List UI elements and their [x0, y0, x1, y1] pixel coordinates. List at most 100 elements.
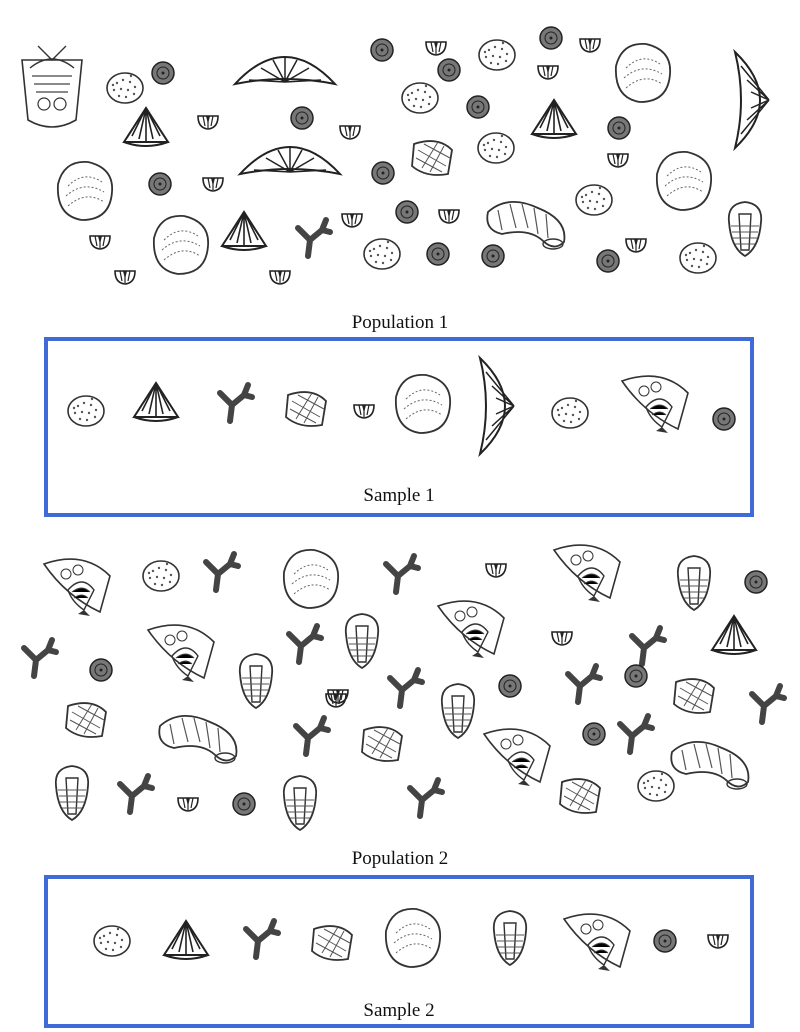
- fossil-coral-branch: [120, 776, 152, 812]
- fossil-coral-branch: [206, 554, 238, 590]
- fossil-coral-branch: [220, 385, 252, 421]
- fossil-crinoid-disc: [596, 249, 620, 273]
- fossil-small-bivalve: [114, 270, 136, 285]
- fossil-crinoid-disc: [539, 26, 563, 50]
- fossil-ammonite: [43, 558, 111, 617]
- fossil-coral-branch: [298, 220, 330, 256]
- fossil-ammonite: [563, 913, 631, 972]
- fossil-sponge: [106, 72, 144, 104]
- fossil-trilobite: [492, 910, 528, 966]
- fossil-spiriferid: [239, 145, 341, 175]
- fossil-bryozoan: [411, 140, 453, 176]
- fossil-trilobite: [54, 765, 90, 821]
- fossil-crinoid-disc: [498, 674, 522, 698]
- fossil-crinoid-disc: [624, 664, 648, 688]
- fossil-ammonite: [437, 600, 505, 659]
- fossil-trilobite: [238, 653, 274, 709]
- fossil-crinoid-disc: [232, 792, 256, 816]
- fossil-brachiopod: [133, 382, 179, 422]
- fossil-gastropod: [158, 714, 238, 764]
- population-1-fossils: [21, 26, 770, 285]
- fossil-coral-branch: [386, 556, 418, 592]
- fossil-bryozoan: [285, 391, 327, 427]
- fossil-sponge: [401, 82, 439, 114]
- fossil-small-bivalve: [438, 209, 460, 224]
- fossil-small-bivalve: [197, 115, 219, 130]
- fossil-clam: [394, 373, 452, 434]
- fossil-small-bivalve: [425, 41, 447, 56]
- population-2-field: [0, 540, 800, 845]
- fossil-cephalon: [21, 45, 83, 128]
- population-1-field: [0, 0, 800, 310]
- fossil-bryozoan: [65, 702, 107, 738]
- fossil-brachiopod: [711, 615, 757, 655]
- fossil-ammonite: [483, 728, 551, 787]
- fossil-crinoid-disc: [148, 172, 172, 196]
- fossil-small-bivalve: [177, 797, 199, 812]
- fossil-sponge: [67, 395, 105, 427]
- population-1-label: Population 1: [351, 312, 449, 333]
- fossil-crinoid-disc: [426, 242, 450, 266]
- fossil-gastropod: [486, 200, 566, 250]
- fossil-sponge: [142, 560, 180, 592]
- fossil-brachiopod: [123, 107, 169, 147]
- fossil-crinoid-disc: [653, 929, 677, 953]
- fossil-ammonite: [621, 375, 689, 434]
- fossil-crinoid-disc: [370, 38, 394, 62]
- population-2-fossils: [0, 544, 800, 831]
- sample-1-label: Sample 1: [363, 485, 435, 506]
- fossil-crinoid-disc: [290, 106, 314, 130]
- fossil-crinoid-disc: [89, 658, 113, 682]
- fossil-brachiopod: [531, 99, 577, 139]
- fossil-small-bivalve: [707, 934, 729, 949]
- fossil-small-bivalve: [537, 65, 559, 80]
- fossil-clam: [56, 160, 114, 221]
- fossil-sponge: [363, 238, 401, 270]
- fossil-coral-branch: [752, 686, 784, 722]
- fossil-small-bivalve: [625, 238, 647, 253]
- fossil-trilobite: [727, 201, 763, 257]
- fossil-coral-branch: [24, 640, 56, 676]
- fossil-coral-branch: [289, 626, 321, 662]
- fossil-sponge: [93, 925, 131, 957]
- fossil-crinoid-disc: [712, 407, 736, 431]
- fossil-spiriferid: [734, 51, 770, 149]
- fossil-small-bivalve: [485, 563, 507, 578]
- fossil-sponge: [551, 397, 589, 429]
- fossil-small-bivalve: [339, 125, 361, 140]
- sample-1-box: Sample 1: [44, 337, 754, 517]
- fossil-clam: [655, 150, 713, 211]
- fossil-small-bivalve: [579, 38, 601, 53]
- fossil-small-bivalve: [89, 235, 111, 250]
- sample-2-label: Sample 2: [363, 1000, 435, 1021]
- sample-2-box: Sample 2: [44, 875, 754, 1028]
- fossil-clam: [282, 548, 340, 609]
- fossil-ammonite: [553, 544, 621, 603]
- fossil-sponge: [637, 770, 675, 802]
- fossil-trilobite: [676, 555, 712, 611]
- fossil-small-bivalve: [202, 177, 224, 192]
- fossil-bryozoan: [361, 726, 403, 762]
- population-2-label: Population 2: [351, 848, 449, 869]
- fossil-crinoid-disc: [582, 722, 606, 746]
- fossil-sponge: [477, 132, 515, 164]
- fossil-trilobite: [440, 683, 476, 739]
- fossil-crinoid-disc: [607, 116, 631, 140]
- fossil-crinoid-disc: [371, 161, 395, 185]
- fossil-sponge: [478, 39, 516, 71]
- fossil-small-bivalve: [353, 404, 375, 419]
- fossil-sponge: [679, 242, 717, 274]
- fossil-bryozoan: [559, 778, 601, 814]
- fossil-coral-branch: [246, 921, 278, 957]
- fossil-clam: [384, 907, 442, 968]
- fossil-coral-branch: [390, 670, 422, 706]
- fossil-coral-branch: [410, 780, 442, 816]
- fossil-ammonite: [147, 624, 215, 683]
- fossil-crinoid-disc: [481, 244, 505, 268]
- fossil-gastropod: [670, 740, 750, 790]
- fossil-bryozoan: [673, 678, 715, 714]
- fossil-crinoid-disc: [395, 200, 419, 224]
- fossil-small-bivalve: [341, 213, 363, 228]
- fossil-clam: [614, 42, 672, 103]
- fossil-trilobite: [282, 775, 318, 831]
